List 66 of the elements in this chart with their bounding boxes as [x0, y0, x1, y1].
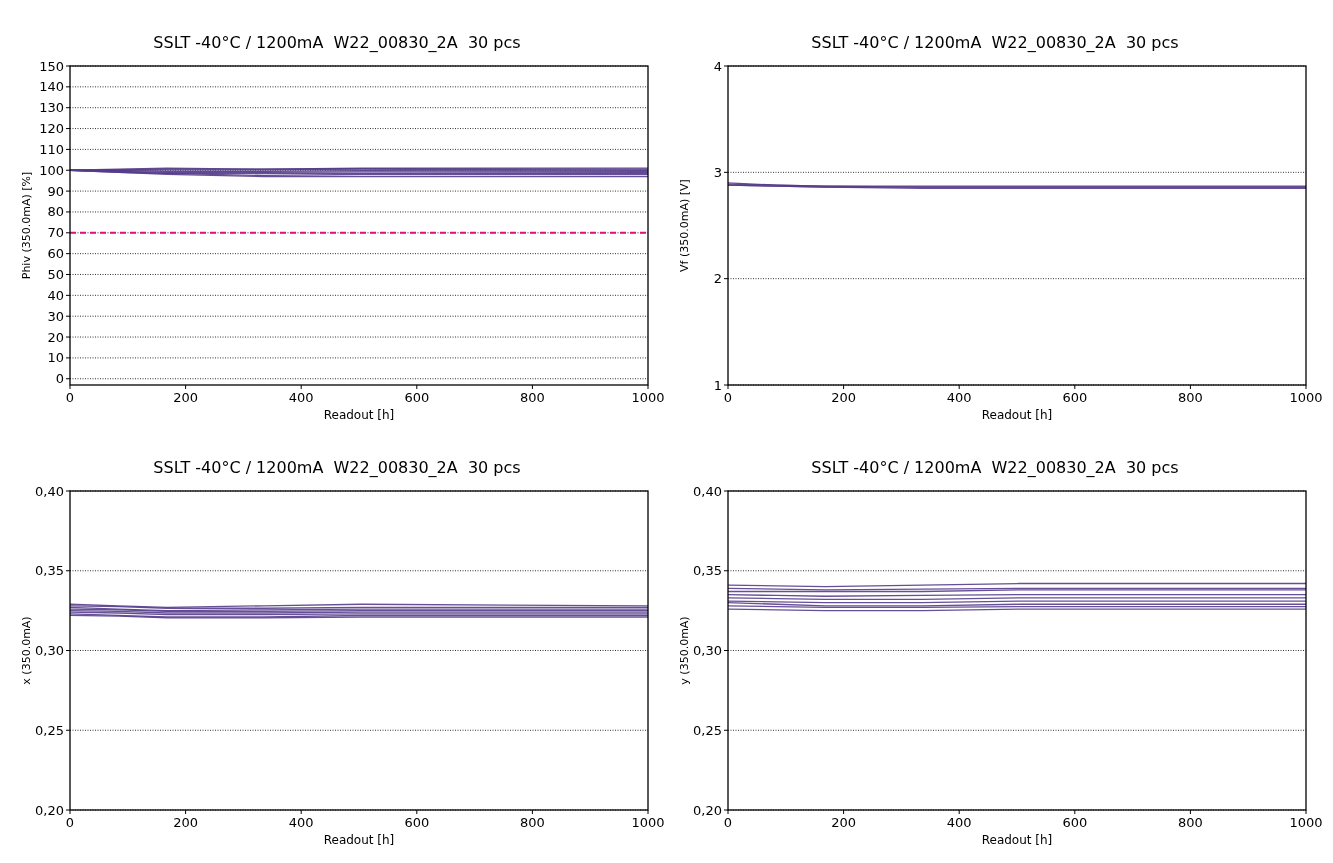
y-tick-label: 0,40 — [35, 483, 64, 499]
chart-title: SSLT -40°C / 1200mA W22_00830_2A 30 pcs — [153, 33, 521, 53]
y-tick-label: 80 — [47, 204, 64, 220]
y-tick-label: 0,40 — [693, 483, 722, 499]
y-tick-label: 0,20 — [35, 802, 64, 818]
y-tick-label: 20 — [47, 329, 64, 345]
x-tick-label: 0 — [65, 390, 75, 405]
x-tick-label: 600 — [1062, 390, 1088, 405]
x-tick-label: 800 — [519, 815, 545, 830]
chart-title: SSLT -40°C / 1200mA W22_00830_2A 30 pcs — [153, 458, 521, 478]
x-tick-label: 600 — [1062, 815, 1088, 830]
y-tick-label: 0,25 — [35, 722, 64, 738]
x-tick-label: 400 — [288, 390, 314, 405]
y-tick-label: 0,30 — [35, 643, 64, 659]
y-tick-label: 30 — [47, 308, 64, 324]
x-tick-label: 800 — [1177, 390, 1203, 405]
x-tick-label: 400 — [288, 815, 314, 830]
y-tick-label: 110 — [39, 141, 64, 157]
y-tick-label: 120 — [39, 121, 64, 137]
x-tick-label: 800 — [519, 390, 545, 405]
y-tick-label: 100 — [39, 162, 64, 178]
y-tick-label: 90 — [47, 183, 64, 199]
x-tick-label: 0 — [723, 815, 733, 830]
x-tick-label: 200 — [831, 390, 857, 405]
x-tick-label: 1000 — [631, 815, 665, 830]
x-tick-label: 0 — [723, 390, 733, 405]
y-axis-title: Phiv (350.0mA) [%] — [20, 171, 33, 280]
x-tick-label: 1000 — [1289, 815, 1323, 830]
y-tick-label: 1 — [713, 377, 722, 393]
y-tick-label: 40 — [47, 287, 64, 303]
x-axis-title: Readout [h] — [323, 408, 395, 422]
y-tick-label: 0 — [55, 371, 64, 387]
x-tick-label: 600 — [404, 390, 430, 405]
x-tick-label: 400 — [946, 390, 972, 405]
y-tick-label: 140 — [39, 79, 64, 95]
y-tick-label: 10 — [47, 350, 64, 366]
y-tick-label: 0,35 — [693, 563, 722, 579]
x-tick-label: 600 — [404, 815, 430, 830]
y-tick-label: 0,25 — [693, 722, 722, 738]
y-tick-label: 130 — [39, 100, 64, 116]
y-tick-label: 50 — [47, 267, 64, 283]
y-tick-label: 0,20 — [693, 802, 722, 818]
x-tick-label: 800 — [1177, 815, 1203, 830]
y-tick-label: 4 — [713, 58, 722, 74]
x-tick-label: 1000 — [631, 390, 665, 405]
x-tick-label: 0 — [65, 815, 75, 830]
y-tick-label: 0,35 — [35, 563, 64, 579]
y-axis-title: y (350.0mA) — [678, 616, 691, 685]
y-axis-title: Vf (350.0mA) [V] — [678, 179, 691, 272]
x-axis-title: Readout [h] — [323, 833, 395, 847]
x-tick-label: 200 — [173, 390, 199, 405]
x-tick-label: 400 — [946, 815, 972, 830]
chart-title: SSLT -40°C / 1200mA W22_00830_2A 30 pcs — [811, 458, 1179, 478]
x-tick-label: 200 — [173, 815, 199, 830]
x-axis-title: Readout [h] — [981, 833, 1053, 847]
y-tick-label: 3 — [713, 164, 722, 180]
chart-title: SSLT -40°C / 1200mA W22_00830_2A 30 pcs — [811, 33, 1179, 53]
y-tick-label: 70 — [47, 225, 64, 241]
y-tick-label: 2 — [713, 271, 722, 287]
y-tick-label: 60 — [47, 246, 64, 262]
y-tick-label: 150 — [39, 58, 64, 74]
x-tick-label: 1000 — [1289, 390, 1323, 405]
y-tick-label: 0,30 — [693, 643, 722, 659]
y-axis-title: x (350.0mA) — [20, 616, 33, 685]
x-tick-label: 200 — [831, 815, 857, 830]
x-axis-title: Readout [h] — [981, 408, 1053, 422]
